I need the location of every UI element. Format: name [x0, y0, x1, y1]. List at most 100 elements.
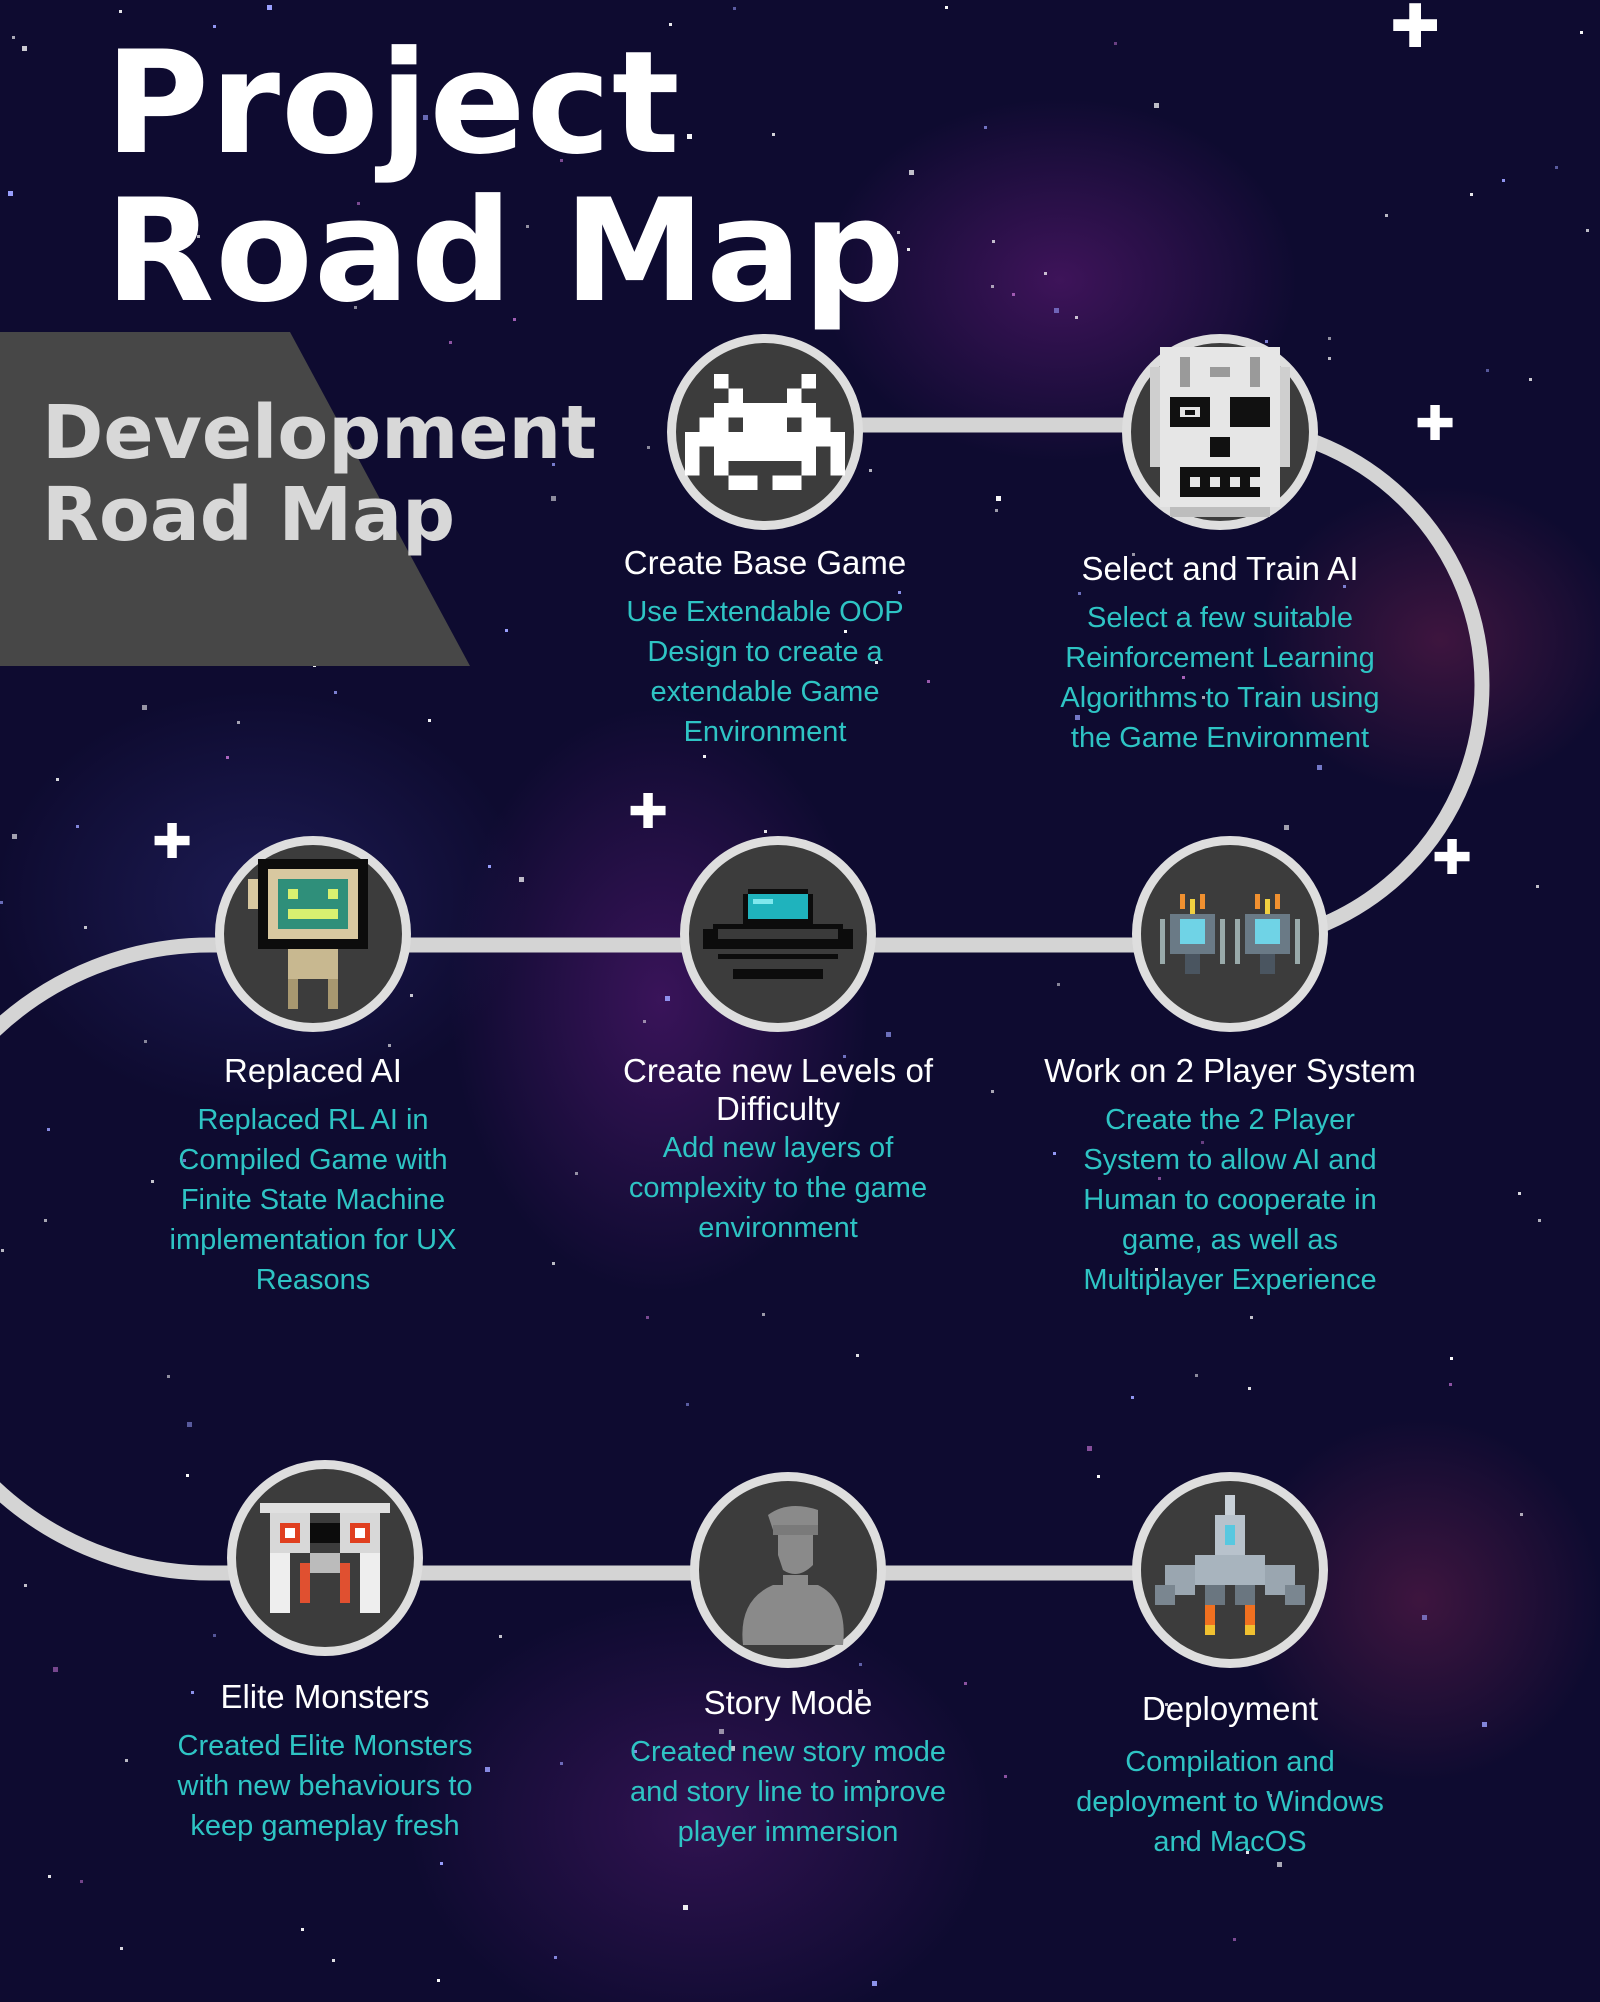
star-dot	[886, 1032, 891, 1037]
star-dot	[909, 170, 914, 175]
star-dot	[56, 778, 59, 781]
star-dot	[151, 1180, 154, 1183]
star-dot	[12, 36, 15, 39]
star-dot	[984, 126, 987, 129]
roadmap-step-two-player-system: Work on 2 Player System Create the 2 Pla…	[1044, 836, 1416, 1300]
star-dot	[213, 1634, 216, 1637]
step-title: Create new Levels of Difficulty	[622, 1052, 933, 1127]
star-dot	[144, 1040, 147, 1043]
star-dot	[1385, 214, 1388, 217]
star-dot	[945, 6, 948, 9]
step-description: Replaced RL AI in Compiled Game with Fin…	[169, 1104, 457, 1296]
star-dot	[1470, 193, 1473, 196]
star-dot	[119, 10, 122, 13]
step-icon-circle	[215, 836, 411, 1032]
star-dot	[552, 1262, 555, 1265]
star-dot	[686, 1403, 689, 1406]
step-description: Create the 2 Player System to allow AI a…	[1083, 1104, 1377, 1296]
star-dot	[8, 191, 13, 196]
star-dot	[449, 341, 452, 344]
star-dot	[499, 1635, 502, 1638]
star-dot	[991, 1090, 994, 1093]
star-dot	[772, 133, 775, 136]
star-dot	[1482, 1722, 1487, 1727]
star-dot	[560, 1762, 563, 1765]
star-dot	[646, 1316, 649, 1319]
star-dot	[992, 240, 995, 243]
star-dot	[388, 1044, 391, 1047]
tv-robot-icon	[248, 859, 368, 1009]
star-dot	[1158, 1177, 1161, 1180]
star-dot	[485, 1767, 490, 1772]
page-title: Project Road Map	[105, 30, 906, 326]
star-dot	[226, 756, 229, 759]
step-title: Deployment	[1141, 1690, 1319, 1727]
step-icon-circle	[667, 334, 863, 530]
star-dot	[1328, 337, 1331, 340]
step-title: Replaced AI	[224, 1052, 402, 1089]
roadmap-step-create-base-game: Create Base Game Use Extendable OOP Desi…	[595, 334, 935, 752]
step-description: Created new story mode and story line to…	[630, 1736, 946, 1848]
star-dot	[1183, 611, 1186, 614]
twin-ships-icon	[1160, 894, 1300, 974]
star-dot	[1044, 272, 1047, 275]
star-dot	[1520, 1513, 1523, 1516]
space-invader-icon	[685, 373, 845, 491]
star-dot	[1132, 553, 1135, 556]
star-dot	[995, 509, 998, 512]
star-dot	[1114, 42, 1117, 45]
star-dot	[730, 1746, 735, 1751]
star-dot	[1004, 1775, 1007, 1778]
star-dot	[519, 877, 524, 882]
star-dot	[552, 463, 555, 466]
ufo-icon	[703, 889, 853, 979]
star-dot	[1343, 585, 1346, 588]
star-dot	[1586, 229, 1589, 232]
star-dot	[1165, 1703, 1168, 1706]
star-dot	[964, 1682, 967, 1685]
star-dot	[1182, 676, 1185, 679]
star-dot	[634, 1750, 637, 1753]
step-icon-circle	[1122, 334, 1318, 530]
star-dot	[856, 1354, 859, 1357]
star-dot	[354, 306, 357, 309]
star-dot	[191, 1691, 194, 1694]
star-dot	[1486, 369, 1489, 372]
star-dot	[1097, 1475, 1100, 1478]
star-dot	[12, 834, 17, 839]
star-dot	[440, 1862, 443, 1865]
star-dot	[643, 1020, 646, 1023]
star-dot	[526, 225, 529, 228]
sparkle-icon: ✚	[1432, 830, 1473, 886]
star-dot	[1277, 1862, 1282, 1867]
title-line-1: Project	[105, 21, 681, 186]
star-dot	[1195, 1374, 1198, 1377]
star-dot	[1529, 378, 1532, 381]
star-dot	[1057, 983, 1060, 986]
star-dot	[1422, 1615, 1427, 1620]
star-dot	[1201, 1141, 1204, 1144]
star-dot	[1518, 1192, 1521, 1195]
star-dot	[120, 1947, 123, 1950]
star-dot	[875, 661, 878, 664]
star-dot	[898, 591, 901, 594]
star-dot	[1154, 103, 1159, 108]
roadmap-step-deployment: Deployment Compilation and deployment to…	[1060, 1472, 1400, 1862]
robot-skull-icon	[1150, 347, 1290, 517]
step-description: Created Elite Monsters with new behaviou…	[177, 1730, 473, 1842]
star-dot	[237, 721, 240, 724]
star-dot	[1012, 293, 1015, 296]
star-dot	[1053, 1152, 1056, 1155]
sparkle-icon: ✚	[1415, 396, 1456, 452]
star-dot	[167, 1375, 170, 1378]
star-dot	[80, 1880, 83, 1883]
star-dot	[703, 755, 706, 758]
page-subtitle: Development Road Map	[42, 392, 597, 556]
star-dot	[1, 1249, 4, 1252]
star-dot	[1580, 31, 1583, 34]
star-dot	[249, 280, 252, 283]
star-dot	[859, 1663, 862, 1666]
star-dot	[47, 1128, 50, 1131]
roadmap-step-levels-of-difficulty: Create new Levels of Difficulty Add new …	[608, 836, 948, 1248]
star-dot	[927, 680, 930, 683]
